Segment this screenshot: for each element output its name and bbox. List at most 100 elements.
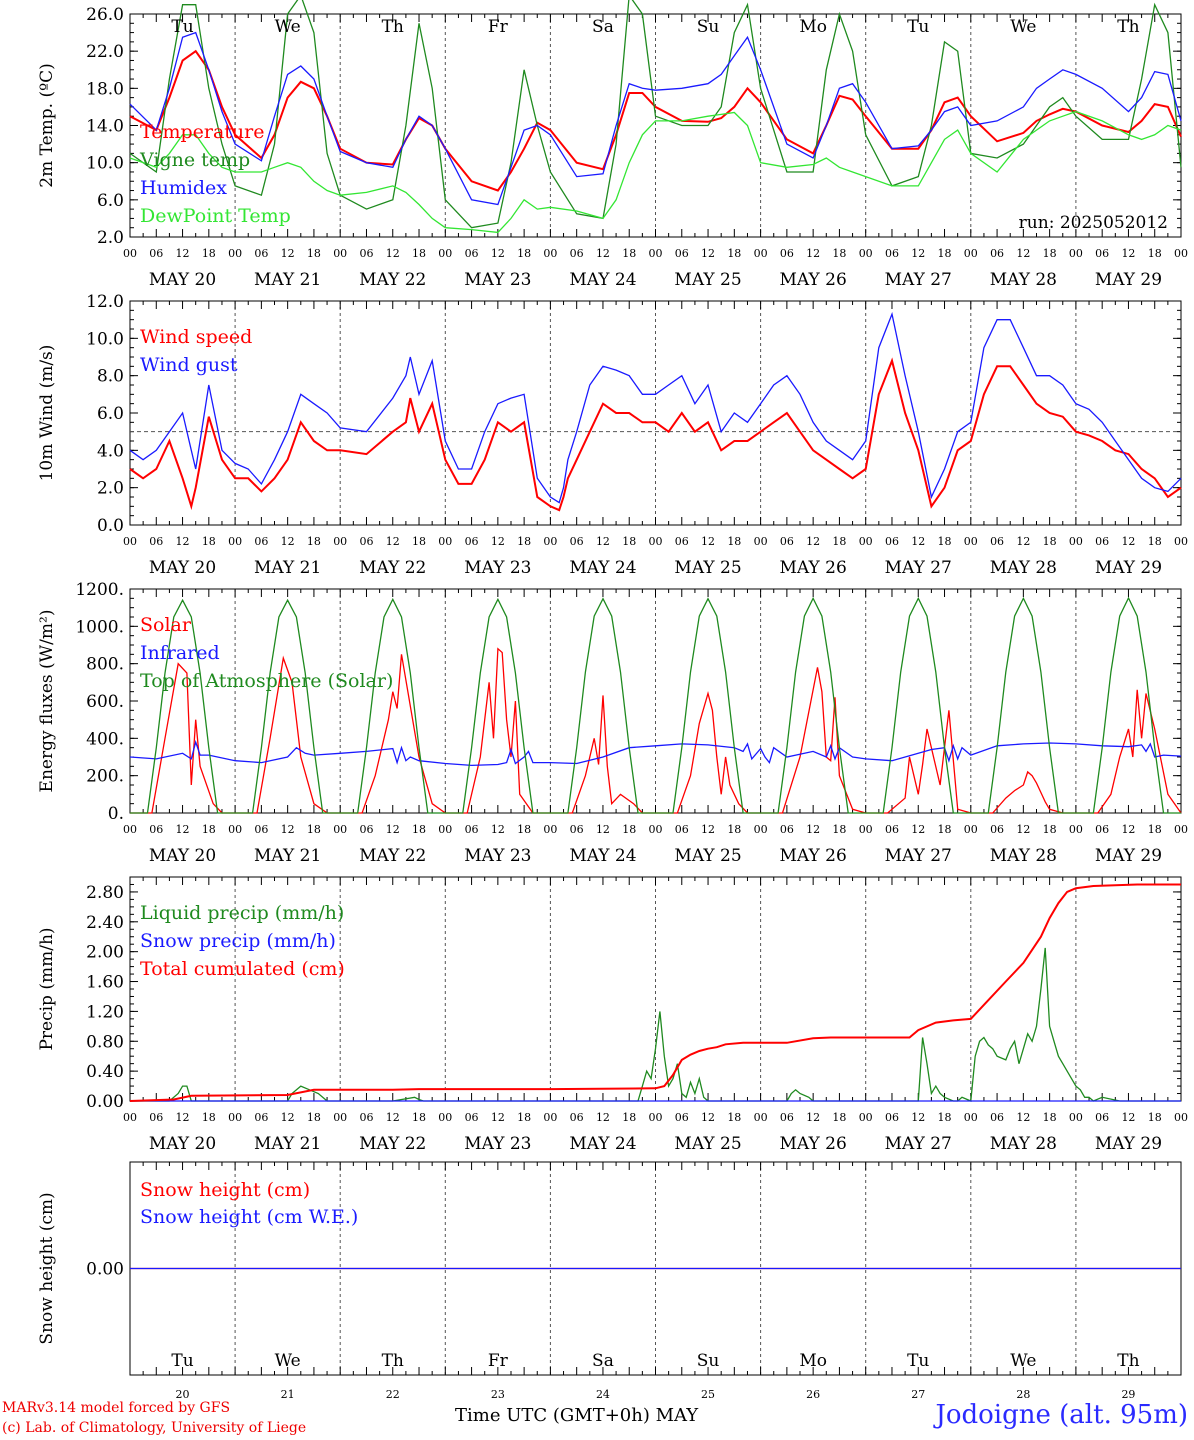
weekday-label: Sa <box>592 17 614 37</box>
hour-tick-label: 18 <box>727 535 741 548</box>
y-tick-label: 0.00 <box>86 1260 124 1280</box>
panel-5: 0.00 Snow height (cm) Snow height (cm) Snow… <box>37 1161 1182 1401</box>
date-label: MAY 27 <box>885 558 952 578</box>
legend-entry: Top of Atmosphere (Solar) <box>140 670 393 692</box>
hour-tick-label: 12 <box>281 823 295 836</box>
hour-tick-label: 00 <box>543 247 557 260</box>
series-line-top-of-atmosphere-solar- <box>130 596 1181 814</box>
hour-tick-label: 18 <box>622 823 636 836</box>
weekday-label: Su <box>697 1351 720 1371</box>
hour-tick-label: 18 <box>517 823 531 836</box>
hour-tick-label: 00 <box>754 247 768 260</box>
series-line-total-cumulated-cm- <box>129 883 1181 1102</box>
location-label: Jodoigne (alt. 95m) <box>935 1400 1188 1430</box>
hour-tick-label: 18 <box>1043 535 1057 548</box>
hour-tick-label: 18 <box>307 823 321 836</box>
hour-tick-label: 12 <box>596 823 610 836</box>
y-tick-label: 26.0 <box>86 5 124 25</box>
hour-tick-label: 00 <box>964 247 978 260</box>
y-tick-label: 0.40 <box>86 1062 124 1082</box>
date-label: MAY 21 <box>254 846 321 866</box>
y-tick-label: 4.0 <box>97 441 124 461</box>
hour-tick-label: 06 <box>149 823 163 836</box>
hour-tick-label: 06 <box>780 247 794 260</box>
hour-tick-label: 00 <box>123 823 137 836</box>
date-label: MAY 29 <box>1095 1134 1162 1154</box>
hour-tick-label: 06 <box>675 823 689 836</box>
hour-tick-label: 12 <box>176 247 190 260</box>
hour-tick-label: 06 <box>570 247 584 260</box>
date-label: MAY 26 <box>780 558 847 578</box>
hour-tick-label: 12 <box>1016 1111 1030 1124</box>
hour-tick-label: 18 <box>412 535 426 548</box>
legend-entry: Humidex <box>140 177 227 199</box>
weekday-label: Tu <box>171 1351 193 1371</box>
weekday-label: Su <box>697 17 720 37</box>
weekday-label: Tu <box>907 17 929 37</box>
hour-tick-label: 06 <box>990 1111 1004 1124</box>
hour-tick-label: 06 <box>885 247 899 260</box>
legend-entry: Snow precip (mm/h) <box>140 930 336 952</box>
weekday-label: Th <box>382 1351 404 1371</box>
hour-tick-label: 18 <box>832 535 846 548</box>
series-line-dewpoint-temp <box>129 110 1182 234</box>
weekday-label: Tu <box>171 17 193 37</box>
weekday-label: Mo <box>799 17 827 37</box>
y-tick-label: 0.0 <box>97 516 124 536</box>
hour-tick-label: 06 <box>675 1111 689 1124</box>
hour-tick-label: 00 <box>543 823 557 836</box>
date-label: MAY 28 <box>990 270 1057 290</box>
hour-tick-label: 00 <box>859 823 873 836</box>
weekday-label: We <box>1010 17 1036 37</box>
hour-tick-label: 18 <box>307 247 321 260</box>
hour-tick-label: 18 <box>517 535 531 548</box>
legend-entry: Infrared <box>140 642 220 664</box>
hour-tick-label: 12 <box>806 247 820 260</box>
date-label: MAY 27 <box>885 270 952 290</box>
hour-tick-label: 06 <box>254 247 268 260</box>
hour-tick-label: 06 <box>254 535 268 548</box>
date-label: MAY 25 <box>674 1134 741 1154</box>
hour-tick-label: 00 <box>123 535 137 548</box>
weekday-label: We <box>1010 1351 1036 1371</box>
hour-tick-label: 18 <box>727 247 741 260</box>
day-number-label: 22 <box>386 1388 400 1401</box>
y-tick-label: 14.0 <box>86 117 124 137</box>
date-label: MAY 25 <box>674 846 741 866</box>
hour-tick-label: 18 <box>622 1111 636 1124</box>
hour-tick-label: 06 <box>1095 247 1109 260</box>
date-label: MAY 22 <box>359 558 426 578</box>
legend-entry: Snow height (cm W.E.) <box>140 1206 358 1228</box>
hour-tick-label: 00 <box>1174 1111 1188 1124</box>
legend-entry: Total cumulated (cm) <box>140 958 345 980</box>
hour-tick-label: 00 <box>1174 247 1188 260</box>
weekday-label: Fr <box>488 1351 509 1371</box>
hour-tick-label: 12 <box>281 535 295 548</box>
hour-tick-label: 00 <box>333 535 347 548</box>
panel-1: 2.0 6.0 10.0 14.0 18.0 22.0 26.0 2m Temp. (ºC) T… <box>37 0 1188 290</box>
hour-tick-label: 06 <box>780 535 794 548</box>
hour-tick-label: 12 <box>1121 535 1135 548</box>
y-tick-label: 200. <box>86 767 124 787</box>
hour-tick-label: 18 <box>727 1111 741 1124</box>
date-label: MAY 28 <box>990 1134 1057 1154</box>
weekday-label: Th <box>382 17 404 37</box>
hour-tick-label: 12 <box>176 823 190 836</box>
hour-tick-label: 12 <box>701 535 715 548</box>
date-label: MAY 24 <box>569 1134 636 1154</box>
weekday-label: Th <box>1117 1351 1139 1371</box>
hour-tick-label: 12 <box>911 535 925 548</box>
hour-tick-label: 18 <box>622 535 636 548</box>
hour-tick-label: 06 <box>1095 1111 1109 1124</box>
hour-tick-label: 00 <box>1174 823 1188 836</box>
hour-tick-label: 12 <box>386 535 400 548</box>
run-label: run: 2025052012 <box>1019 213 1168 233</box>
date-label: MAY 25 <box>674 558 741 578</box>
weekday-label: Tu <box>907 1351 929 1371</box>
y-tick-label: 2.00 <box>86 943 124 963</box>
weekday-label: Sa <box>592 1351 614 1371</box>
legend-entry: Temperature <box>140 121 264 143</box>
panel-3: 0. 200. 400. 600. 800. 1000. 1200. Energy fluxe… <box>37 580 1188 866</box>
hour-tick-label: 18 <box>622 247 636 260</box>
day-number-label: 21 <box>281 1388 295 1401</box>
